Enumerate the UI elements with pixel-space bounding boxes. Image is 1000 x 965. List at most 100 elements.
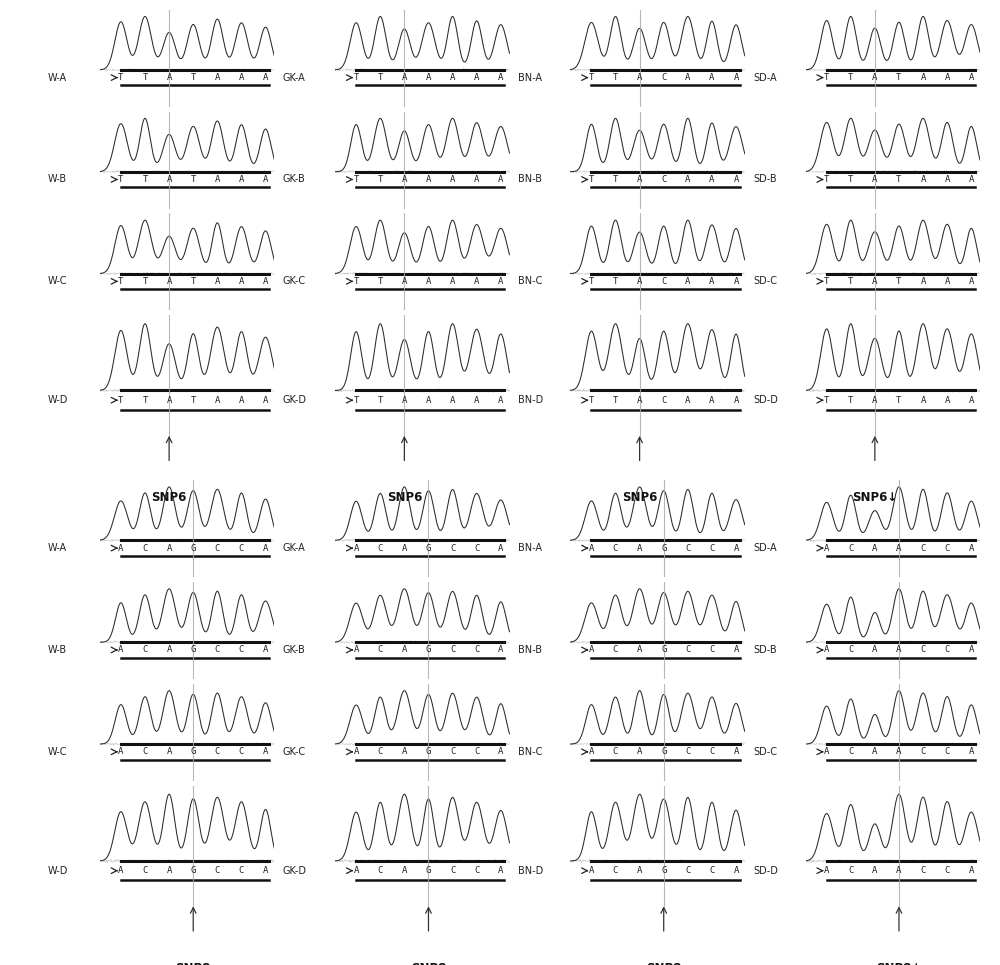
Text: C: C <box>474 747 479 757</box>
Text: SD-D: SD-D <box>753 866 778 875</box>
Text: A: A <box>685 73 691 82</box>
Text: A: A <box>353 747 359 757</box>
Text: C: C <box>685 747 691 757</box>
Text: A: A <box>353 646 359 654</box>
Text: SNP6: SNP6 <box>387 491 422 505</box>
Text: A: A <box>824 543 829 553</box>
Text: T: T <box>896 277 902 286</box>
Text: SD-D: SD-D <box>753 396 778 405</box>
Text: A: A <box>733 867 739 875</box>
Text: W-A: W-A <box>48 72 67 83</box>
Text: A: A <box>733 543 739 553</box>
Text: A: A <box>709 396 715 404</box>
Text: C: C <box>709 646 715 654</box>
Text: BN-D: BN-D <box>518 396 543 405</box>
Text: A: A <box>944 396 950 404</box>
Text: C: C <box>215 747 220 757</box>
Text: A: A <box>733 73 739 82</box>
Text: A: A <box>896 543 902 553</box>
Text: A: A <box>118 543 124 553</box>
Text: T: T <box>589 396 594 404</box>
Text: T: T <box>378 396 383 404</box>
Text: A: A <box>896 646 902 654</box>
Text: T: T <box>353 277 359 286</box>
Text: A: A <box>239 73 244 82</box>
Text: SNP6: SNP6 <box>622 491 657 505</box>
Text: C: C <box>239 747 244 757</box>
Text: T: T <box>824 175 829 184</box>
Text: T: T <box>589 277 594 286</box>
Text: A: A <box>944 73 950 82</box>
Text: A: A <box>637 747 642 757</box>
Text: T: T <box>613 396 618 404</box>
Text: C: C <box>661 396 666 404</box>
Text: W-C: W-C <box>48 747 67 757</box>
Text: C: C <box>613 543 618 553</box>
Text: G: G <box>191 646 196 654</box>
Text: A: A <box>426 73 431 82</box>
Text: C: C <box>474 646 479 654</box>
Text: T: T <box>378 277 383 286</box>
Text: C: C <box>378 867 383 875</box>
Text: BN-A: BN-A <box>518 543 542 553</box>
Text: T: T <box>353 396 359 404</box>
Text: T: T <box>191 396 196 404</box>
Text: G: G <box>661 646 666 654</box>
Text: SNP8: SNP8 <box>176 962 211 965</box>
Text: A: A <box>474 277 479 286</box>
Text: A: A <box>637 73 642 82</box>
Text: T: T <box>613 277 618 286</box>
Text: A: A <box>944 277 950 286</box>
Text: SD-B: SD-B <box>753 645 777 655</box>
Text: A: A <box>637 646 642 654</box>
Text: A: A <box>920 73 926 82</box>
Text: A: A <box>709 277 715 286</box>
Text: A: A <box>474 175 479 184</box>
Text: A: A <box>263 867 268 875</box>
Text: A: A <box>263 543 268 553</box>
Text: A: A <box>166 543 172 553</box>
Text: BN-D: BN-D <box>518 866 543 875</box>
Text: G: G <box>191 747 196 757</box>
Text: W-D: W-D <box>48 866 68 875</box>
Text: T: T <box>142 277 148 286</box>
Text: A: A <box>166 175 172 184</box>
Text: T: T <box>142 73 148 82</box>
Text: A: A <box>166 867 172 875</box>
Text: T: T <box>824 396 829 404</box>
Text: A: A <box>402 73 407 82</box>
Text: T: T <box>142 175 148 184</box>
Text: A: A <box>166 73 172 82</box>
Text: T: T <box>353 73 359 82</box>
Text: A: A <box>733 747 739 757</box>
Text: A: A <box>450 175 455 184</box>
Text: A: A <box>215 396 220 404</box>
Text: GK-D: GK-D <box>283 866 307 875</box>
Text: T: T <box>118 175 124 184</box>
Text: C: C <box>239 543 244 553</box>
Text: A: A <box>215 175 220 184</box>
Text: A: A <box>166 747 172 757</box>
Text: A: A <box>637 543 642 553</box>
Text: T: T <box>142 396 148 404</box>
Text: A: A <box>498 277 503 286</box>
Text: T: T <box>613 73 618 82</box>
Text: A: A <box>498 747 503 757</box>
Text: W-D: W-D <box>48 396 68 405</box>
Text: A: A <box>685 175 691 184</box>
Text: A: A <box>118 646 124 654</box>
Text: T: T <box>848 175 853 184</box>
Text: W-B: W-B <box>48 645 67 655</box>
Text: A: A <box>872 747 878 757</box>
Text: A: A <box>969 396 974 404</box>
Text: C: C <box>944 543 950 553</box>
Text: A: A <box>709 175 715 184</box>
Text: C: C <box>944 747 950 757</box>
Text: A: A <box>474 396 479 404</box>
Text: T: T <box>824 73 829 82</box>
Text: C: C <box>685 646 691 654</box>
Text: G: G <box>191 543 196 553</box>
Text: G: G <box>426 543 431 553</box>
Text: C: C <box>848 543 853 553</box>
Text: A: A <box>498 867 503 875</box>
